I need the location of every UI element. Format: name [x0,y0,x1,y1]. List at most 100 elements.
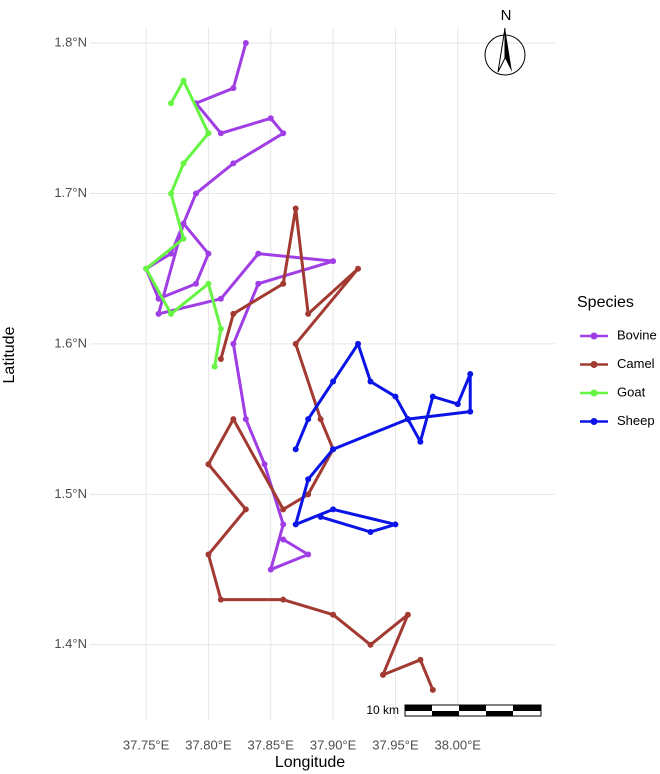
track-point [280,130,287,137]
legend-label: Bovine [617,327,657,342]
legend-label: Sheep [617,413,655,428]
legend: Bovine Camel Goat Sheep [580,327,657,428]
track-point [454,401,461,408]
legend-title: Species [577,294,634,311]
track-line [206,207,435,691]
track-point [267,115,274,122]
track-point [317,416,324,423]
track-point [467,371,474,377]
track-point [367,641,374,648]
track-point [305,476,312,483]
track-point [205,280,212,287]
track-point [217,355,224,362]
track-point [292,205,299,212]
track-point [292,521,299,528]
track-point [261,461,268,468]
track-point [230,416,237,423]
legend-label: Goat [617,384,646,399]
grid [90,28,555,720]
track-point [317,513,324,520]
track-point [404,416,411,423]
track-point [205,461,212,468]
track-point [379,671,386,678]
track-point [280,506,287,513]
tracks [143,40,474,693]
track-point [205,551,212,558]
track-point [355,340,362,347]
legend-point [590,332,598,340]
track-point [267,566,274,573]
track-point [180,220,187,227]
track-point [280,280,287,287]
x-tick-label: 37.75°E [123,737,170,752]
x-tick-label: 37.80°E [185,737,232,752]
track-point [205,130,212,137]
x-tick-label: 37.90°E [310,737,357,752]
scale-bar: 10 km [366,703,542,717]
track-point [392,393,399,400]
track-point [242,506,249,513]
north-label: N [501,7,512,24]
y-tick-label: 1.7°N [54,185,87,200]
track-point [292,446,299,453]
track-point [280,536,287,543]
track-point [330,611,337,618]
track-point [168,100,175,107]
track-point [305,310,312,317]
track-point [280,596,287,603]
track-point [230,160,237,167]
track-point [330,506,337,513]
track-point [467,408,474,415]
legend-point [590,389,598,397]
track-point [330,378,337,385]
y-tick-label: 1.8°N [54,34,87,49]
track-point [367,528,374,535]
track-point [205,250,212,257]
track-point [330,446,337,453]
track-point [255,280,262,287]
x-tick-label: 37.95°E [372,737,419,752]
track-point [217,295,224,302]
track-point [292,340,299,347]
legend-point [590,361,598,368]
track-point [217,325,224,332]
track-point [155,310,162,317]
legend-point [590,418,598,425]
track-line [144,42,335,572]
track-point [255,250,262,257]
track-point [417,656,424,663]
track-point [230,85,237,92]
track-point [217,596,224,603]
y-tick-label: 1.5°N [54,486,87,501]
track-point [305,491,312,498]
x-axis-title: Longitude [275,754,345,771]
track-line [294,342,472,534]
y-tick-label: 1.6°N [54,335,87,350]
track-point [429,393,436,400]
track-point [330,258,337,265]
y-axis-title: Latitude [1,326,18,383]
track-point [168,250,175,257]
track-point [230,340,237,347]
y-tick-label: 1.4°N [54,636,87,651]
x-tick-label: 38.00°E [435,737,482,752]
track-point [168,190,175,197]
track-point [180,160,187,167]
track-point [280,521,287,528]
track-point [305,551,312,558]
track-point [143,265,150,272]
track-point [180,235,187,242]
scale-bar-label: 10 km [366,703,399,717]
track-point [230,310,237,317]
north-arrow: N [484,7,526,76]
track-point [180,77,187,84]
track-point [217,130,224,137]
legend-label: Camel [617,356,655,371]
x-tick-label: 37.85°E [248,737,295,752]
track-point [392,521,399,528]
track-point [404,611,411,618]
track-point [242,416,249,423]
track-point [155,295,162,302]
track-point [429,686,436,693]
